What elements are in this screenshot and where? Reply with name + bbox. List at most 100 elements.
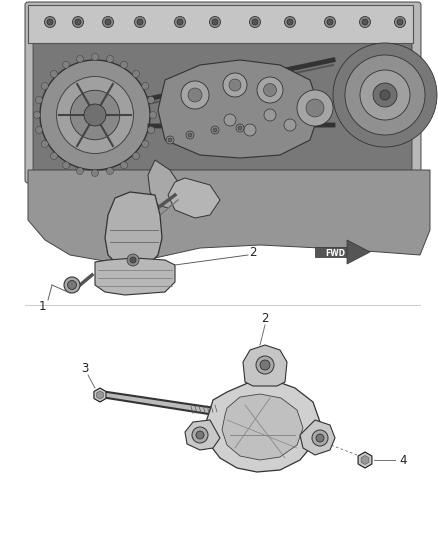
Circle shape bbox=[244, 124, 256, 136]
Circle shape bbox=[250, 17, 261, 28]
Circle shape bbox=[41, 83, 48, 90]
Circle shape bbox=[264, 84, 276, 96]
Circle shape bbox=[33, 111, 40, 118]
Circle shape bbox=[264, 109, 276, 121]
Polygon shape bbox=[107, 392, 215, 415]
Polygon shape bbox=[300, 420, 335, 455]
Circle shape bbox=[70, 90, 120, 140]
Circle shape bbox=[316, 434, 324, 442]
Circle shape bbox=[40, 60, 150, 170]
Circle shape bbox=[192, 427, 208, 443]
Circle shape bbox=[209, 17, 220, 28]
Circle shape bbox=[35, 96, 42, 103]
Circle shape bbox=[57, 77, 134, 154]
Circle shape bbox=[45, 17, 56, 28]
Circle shape bbox=[106, 55, 113, 62]
Circle shape bbox=[142, 83, 149, 90]
Circle shape bbox=[345, 55, 425, 135]
Circle shape bbox=[149, 111, 156, 118]
Circle shape bbox=[395, 17, 406, 28]
Circle shape bbox=[238, 126, 242, 130]
Polygon shape bbox=[28, 170, 430, 262]
Polygon shape bbox=[148, 160, 180, 208]
Polygon shape bbox=[94, 388, 106, 402]
Circle shape bbox=[256, 356, 274, 374]
Circle shape bbox=[134, 17, 145, 28]
Polygon shape bbox=[347, 240, 370, 264]
Circle shape bbox=[102, 17, 113, 28]
Text: 3: 3 bbox=[81, 361, 88, 375]
Circle shape bbox=[284, 119, 296, 131]
Circle shape bbox=[306, 99, 324, 117]
Circle shape bbox=[166, 136, 174, 144]
Polygon shape bbox=[222, 394, 303, 460]
Polygon shape bbox=[96, 391, 103, 399]
Circle shape bbox=[212, 19, 218, 25]
Circle shape bbox=[127, 254, 139, 266]
Polygon shape bbox=[243, 345, 287, 386]
Circle shape bbox=[373, 83, 397, 107]
Circle shape bbox=[174, 17, 186, 28]
Circle shape bbox=[188, 133, 192, 137]
Circle shape bbox=[63, 61, 70, 68]
Circle shape bbox=[177, 19, 183, 25]
FancyBboxPatch shape bbox=[33, 8, 412, 172]
Circle shape bbox=[35, 126, 42, 133]
Circle shape bbox=[325, 17, 336, 28]
Circle shape bbox=[77, 55, 84, 62]
Circle shape bbox=[327, 19, 333, 25]
Circle shape bbox=[229, 79, 241, 91]
Circle shape bbox=[196, 431, 204, 439]
FancyBboxPatch shape bbox=[25, 2, 421, 183]
Circle shape bbox=[133, 152, 140, 159]
Circle shape bbox=[213, 128, 217, 132]
Circle shape bbox=[285, 17, 296, 28]
Circle shape bbox=[186, 131, 194, 139]
Text: 2: 2 bbox=[249, 246, 257, 259]
Circle shape bbox=[168, 138, 172, 142]
Circle shape bbox=[312, 430, 328, 446]
Circle shape bbox=[360, 17, 371, 28]
Circle shape bbox=[41, 141, 48, 148]
Circle shape bbox=[333, 43, 437, 147]
Circle shape bbox=[50, 70, 57, 77]
Circle shape bbox=[130, 257, 136, 263]
Circle shape bbox=[380, 90, 390, 100]
Circle shape bbox=[133, 70, 140, 77]
Polygon shape bbox=[168, 178, 220, 218]
Circle shape bbox=[360, 70, 410, 120]
Circle shape bbox=[92, 53, 99, 61]
Polygon shape bbox=[361, 456, 369, 464]
Circle shape bbox=[77, 167, 84, 174]
Circle shape bbox=[75, 19, 81, 25]
Circle shape bbox=[297, 90, 333, 126]
Circle shape bbox=[362, 19, 368, 25]
Circle shape bbox=[64, 277, 80, 293]
Text: 2: 2 bbox=[261, 311, 269, 325]
FancyBboxPatch shape bbox=[28, 5, 413, 43]
Circle shape bbox=[120, 161, 127, 169]
Circle shape bbox=[188, 88, 202, 102]
Text: 4: 4 bbox=[399, 454, 407, 466]
Polygon shape bbox=[205, 380, 320, 472]
Circle shape bbox=[120, 61, 127, 68]
Circle shape bbox=[142, 141, 149, 148]
Polygon shape bbox=[185, 420, 220, 450]
Text: FWD: FWD bbox=[325, 248, 345, 257]
Circle shape bbox=[92, 169, 99, 176]
Circle shape bbox=[287, 19, 293, 25]
Circle shape bbox=[211, 126, 219, 134]
Circle shape bbox=[236, 124, 244, 132]
Circle shape bbox=[223, 73, 247, 97]
Polygon shape bbox=[358, 452, 372, 468]
Circle shape bbox=[84, 104, 106, 126]
Circle shape bbox=[106, 167, 113, 174]
Text: 1: 1 bbox=[38, 300, 46, 312]
Polygon shape bbox=[105, 192, 162, 268]
Circle shape bbox=[257, 77, 283, 103]
Circle shape bbox=[148, 96, 155, 103]
Polygon shape bbox=[158, 60, 320, 158]
FancyBboxPatch shape bbox=[315, 247, 347, 257]
Circle shape bbox=[63, 161, 70, 169]
Polygon shape bbox=[95, 258, 175, 295]
